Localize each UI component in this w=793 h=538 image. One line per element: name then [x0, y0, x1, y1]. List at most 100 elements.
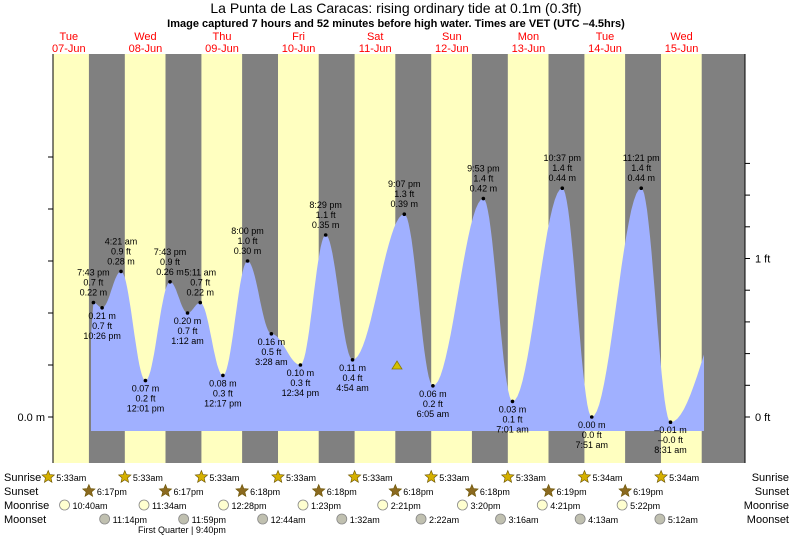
right-axis-label: 0 ft: [755, 412, 770, 424]
chart-subtitle: Image captured 7 hours and 52 minutes be…: [167, 18, 625, 30]
extreme-feet: 0.7 ft: [92, 321, 113, 331]
moonset-icon: [99, 513, 111, 525]
extreme-meters: 0.08 m: [209, 378, 237, 388]
extreme-dot: [168, 280, 172, 284]
sunset-legend-label-right: Sunset: [755, 486, 789, 498]
chart-title: La Punta de Las Caracas: rising ordinary…: [210, 0, 581, 16]
moonrise-time: 2:21pm: [391, 501, 421, 511]
sunrise-time: 5:33am: [133, 473, 163, 483]
extreme-dot: [185, 311, 190, 315]
extreme-meters: 0.35 m: [312, 220, 340, 230]
extreme-time: 8:29 pm: [309, 200, 342, 210]
extreme-time: 7:51 am: [575, 440, 608, 450]
extreme-meters: 0.11 m: [339, 363, 366, 373]
extreme-time: 12:01 pm: [127, 404, 165, 414]
sunrise-legend-label-left: Sunrise: [4, 472, 41, 484]
extreme-feet: 1.4 ft: [552, 163, 573, 173]
extreme-meters: 0.06 m: [419, 389, 447, 399]
extreme-meters: 0.30 m: [234, 246, 262, 256]
tide-curve-area: [91, 188, 704, 431]
extreme-feet: 0.9 ft: [111, 246, 132, 256]
sunrise-time: 5:33am: [516, 473, 546, 483]
day-name-label: Sun: [442, 31, 462, 43]
extreme-feet: 0.5 ft: [261, 347, 282, 357]
extreme-time: 3:28 am: [255, 357, 288, 367]
extreme-time: 9:53 pm: [467, 164, 500, 174]
sunset-time: 6:17pm: [173, 487, 203, 497]
extreme-dot: [269, 332, 274, 336]
extreme-feet: 0.0 ft: [582, 430, 603, 440]
extreme-time: 5:11 am: [184, 268, 216, 278]
moonrise-legend-label-right: Moonrise: [744, 500, 789, 512]
moonset-legend-label-left: Moonset: [4, 514, 46, 526]
moonrise-time: 11:34am: [152, 501, 186, 511]
moonset-time: 12:44am: [271, 515, 306, 525]
moonset-time: 11:59pm: [192, 515, 226, 525]
day-name-label: Tue: [596, 31, 615, 43]
extreme-time: 7:43 pm: [77, 268, 110, 278]
moonrise-icon: [297, 499, 309, 511]
extreme-feet: 1.0 ft: [238, 236, 259, 246]
moonrise-time: 12:28pm: [231, 501, 266, 511]
moonrise-time: 1:23pm: [311, 501, 341, 511]
extreme-feet: 0.7 ft: [190, 278, 211, 288]
day-date-label: 12-Jun: [435, 43, 469, 55]
daylight-band: [53, 54, 89, 463]
extreme-feet: 0.3 ft: [213, 388, 234, 398]
extreme-feet: 0.2 ft: [423, 399, 444, 409]
moonrise-icon: [377, 499, 389, 511]
sunset-time: 6:19pm: [557, 487, 587, 497]
sunset-icon: [235, 483, 250, 497]
day-date-label: 11-Jun: [359, 43, 392, 55]
extreme-time: 10:26 pm: [83, 331, 121, 341]
day-name-label: Thu: [213, 31, 232, 43]
sunset-time: 6:18pm: [250, 487, 280, 497]
day-name-label: Sat: [367, 31, 384, 43]
extreme-meters: 0.44 m: [549, 173, 577, 183]
moonrise-time: 10:40am: [73, 501, 108, 511]
extreme-time: 9:07 pm: [388, 179, 421, 189]
moonset-time: 2:22am: [429, 515, 459, 525]
axes: 0.0 m 0 ft 1 ft: [17, 54, 770, 463]
extreme-dot: [298, 363, 303, 367]
extreme-dot: [221, 373, 225, 378]
extreme-meters: –0.01 m: [654, 425, 687, 435]
sunrise-icon: [117, 469, 132, 483]
moonset-icon: [495, 513, 506, 525]
extreme-meters: 0.00 m: [578, 420, 606, 430]
extreme-meters: 0.22 m: [80, 288, 108, 298]
extreme-dot: [350, 358, 355, 362]
extreme-feet: 1.4 ft: [631, 163, 652, 173]
sunrise-time: 5:33am: [286, 473, 316, 483]
moonrise-time: 4:21pm: [550, 501, 580, 511]
sunrise-legend-label-right: Sunrise: [752, 472, 789, 484]
sunset-time: 6:19pm: [633, 487, 663, 497]
moonset-icon: [336, 513, 348, 525]
moonset-icon: [574, 513, 586, 525]
right-axis-label: 1 ft: [755, 254, 770, 266]
day-date-label: 10-Jun: [282, 43, 316, 55]
day-date-label: 13-Jun: [512, 43, 546, 55]
sunset-icon: [81, 483, 96, 497]
day-name-label: Fri: [292, 31, 305, 43]
sunrise-icon: [654, 469, 668, 483]
day-date-label: 07-Jun: [52, 43, 86, 55]
extreme-time: 8:31 am: [654, 445, 687, 455]
moonset-time: 5:12am: [668, 515, 698, 525]
extreme-meters: 0.42 m: [470, 184, 498, 194]
extreme-feet: 0.7 ft: [178, 326, 199, 336]
extreme-dot: [119, 269, 123, 274]
extreme-time: 7:43 pm: [154, 247, 187, 257]
sunset-icon: [464, 483, 479, 497]
extreme-feet: 0.1 ft: [502, 414, 523, 424]
day-date-label: 14-Jun: [588, 43, 622, 55]
extreme-meters: 0.28 m: [107, 256, 135, 266]
extreme-time: 11:21 pm: [623, 153, 660, 163]
sunrise-time: 5:33am: [363, 473, 393, 483]
sunset-icon: [158, 483, 173, 497]
moonrise-time: 3:20pm: [470, 501, 500, 511]
extreme-time: 1:12 am: [171, 336, 204, 346]
sunset-time: 6:18pm: [327, 487, 357, 497]
day-name-label: Wed: [134, 31, 156, 43]
